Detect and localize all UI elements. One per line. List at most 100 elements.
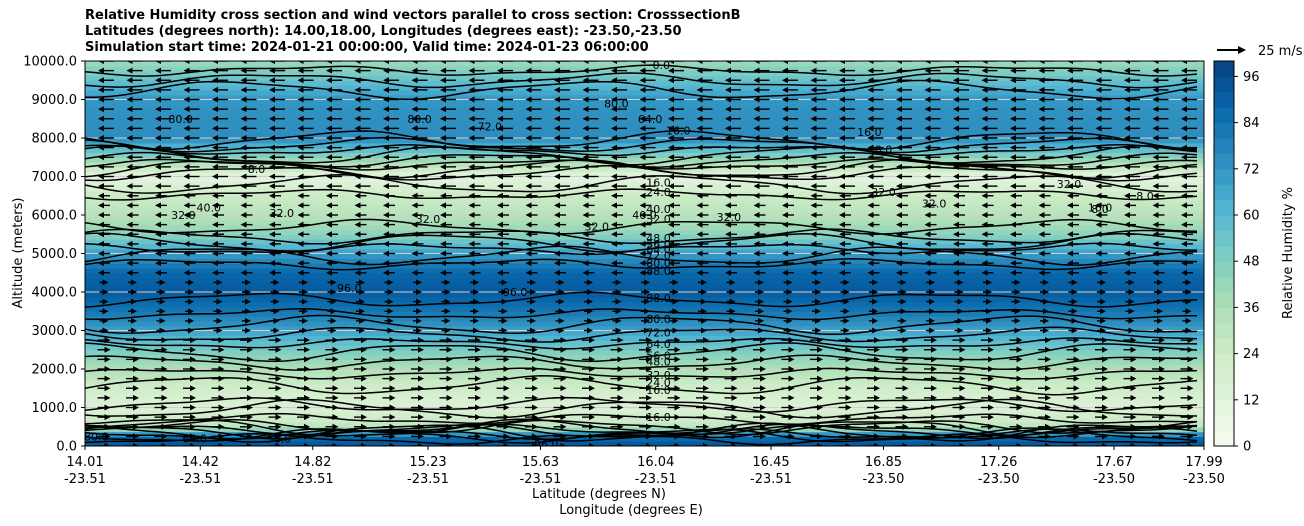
wind-vector-head [1181,106,1187,113]
contour-label: 88.0 [646,292,671,305]
wind-vector-head [275,414,282,421]
wind-vector-head [1187,443,1194,446]
wind-vector-head [383,135,389,141]
wind-vector-head [1071,279,1078,286]
wind-vector-head [240,231,247,238]
wind-vector-head [525,86,532,93]
wind-vector-head [1095,86,1102,93]
wind-vector-head [953,192,959,199]
wind-vector-head [615,317,622,324]
wind-vector-head [188,279,194,286]
wind-vector-head [383,77,389,84]
wind-vector-head [212,96,218,103]
wind-vector-head [503,433,510,440]
rh-band [85,128,1204,134]
wind-vector-head [440,77,446,84]
wind-vector-head [530,308,536,315]
wind-vector-head [929,279,935,286]
wind-vector-head [611,86,617,93]
wind-vector-head [668,183,674,190]
wind-vector-head [725,269,731,276]
wind-vector-head [902,385,909,392]
wind-vector-head [1073,443,1080,446]
wind-vector-head [872,317,878,324]
wind-vector-head [900,289,907,295]
x-tick-label-latitude: 17.67 [1095,455,1132,470]
wind-vector-head [760,404,766,411]
wind-vector-head [411,183,418,190]
wind-vector-head [674,346,681,353]
wind-vector-head [155,163,161,170]
contour-line [85,144,1198,157]
wind-vector-head [332,394,339,401]
wind-vector-head [725,135,731,141]
wind-vector-head [953,125,959,132]
wind-vector-head [959,433,966,440]
wind-vector-head [1010,86,1016,93]
contour-label: 32.0 [171,209,196,222]
wind-vector-head [1181,212,1187,218]
wind-vector-head [582,144,589,151]
wind-vector-head [1073,414,1080,421]
wind-vector-head [646,346,652,353]
wind-vector-head [725,183,731,190]
wind-vector-head [639,221,646,228]
wind-vector-head [1100,308,1106,315]
wind-vector-head [475,337,481,344]
wind-vector-head [902,433,909,440]
wind-vector-head [440,67,446,74]
wind-vector-head [218,346,225,353]
wind-vector-head [104,414,111,421]
wind-vector-head [126,221,133,228]
wind-vector-head [981,154,988,161]
wind-vector-head [1124,269,1130,276]
wind-vector-head [183,221,190,228]
wind-vector-head [1152,240,1159,247]
rh-band [85,344,1204,351]
wind-vector-head [104,433,111,440]
wind-vector-head [361,404,367,411]
wind-vector-head [845,414,852,421]
colorbar-tick-label: 84 [1243,116,1260,131]
wind-vector-head [867,106,874,113]
wind-vector-head [126,173,133,180]
wind-vector-head [924,173,931,180]
wind-vector-head [131,298,137,305]
wind-vector-head [155,115,161,122]
wind-vector-head [953,221,959,228]
wind-vector-head [1045,375,1051,382]
wind-vector-head [815,308,821,315]
wind-vector-head [1124,154,1130,161]
wind-vector-head [554,250,560,257]
wind-vector-head [753,163,760,170]
wind-vector-head [959,385,966,392]
wind-vector-head [639,231,646,238]
colorbar-swatch [1214,168,1234,185]
wind-vector-head [354,125,361,132]
chart-title-line-1: Relative Humidity cross section and wind… [85,8,741,23]
wind-vector-head [1159,404,1165,411]
wind-vector-head [1095,231,1102,238]
wind-vector-head [297,250,304,257]
wind-vector-head [269,86,275,93]
wind-vector-head [354,135,361,141]
wind-vector-head [383,221,389,228]
wind-vector-head [896,144,902,151]
wind-vector-head [896,212,902,218]
wind-vector-head [959,366,966,372]
wind-vector-head [957,279,964,286]
wind-vector-head [240,135,247,141]
wind-vector-head [361,337,367,344]
rh-band [85,99,1204,105]
wind-vector-head [639,115,646,122]
wind-vector-head [896,221,902,228]
wind-vector-head [1010,67,1016,74]
wind-vector-head [326,61,332,64]
wind-vector-head [131,308,137,315]
wind-vector-head [753,135,760,141]
wind-vector-head [981,86,988,93]
wind-vector-head [753,202,760,209]
wind-vector-head [418,414,424,421]
wind-vector-head [753,173,760,180]
wind-vector-head [532,414,538,421]
